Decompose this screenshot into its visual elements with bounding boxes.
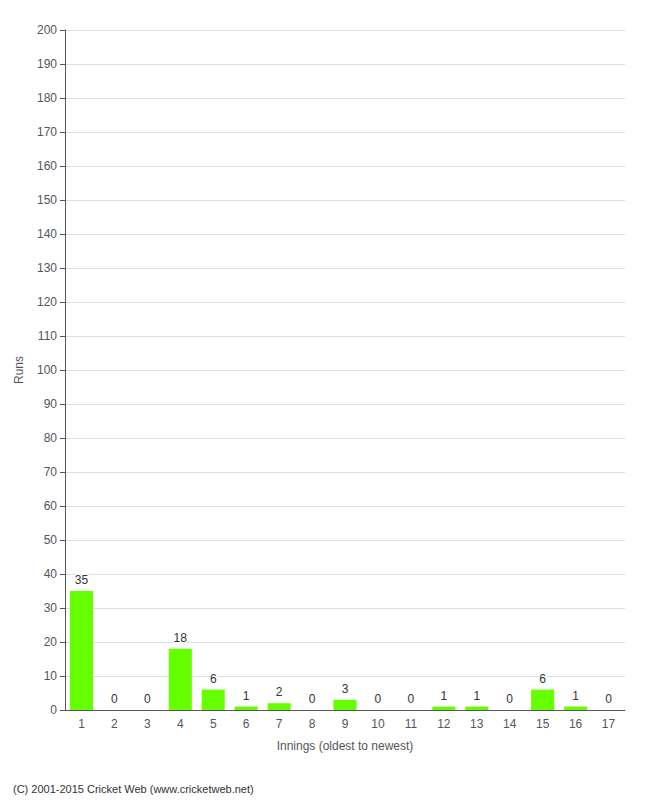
svg-text:14: 14 [503,717,517,731]
svg-text:11: 11 [405,717,418,731]
svg-text:Runs: Runs [12,356,26,384]
svg-text:8: 8 [309,717,316,731]
svg-text:1: 1 [78,717,85,731]
svg-text:170: 170 [37,125,57,139]
svg-text:9: 9 [342,717,349,731]
svg-text:2: 2 [276,685,283,699]
svg-text:1: 1 [243,689,250,703]
svg-text:3: 3 [144,717,151,731]
svg-text:110: 110 [38,329,57,343]
svg-text:16: 16 [569,717,583,731]
svg-text:50: 50 [44,533,58,547]
svg-text:35: 35 [75,573,89,587]
svg-text:6: 6 [210,672,217,686]
svg-text:0: 0 [309,692,316,706]
svg-text:(C) 2001-2015 Cricket Web (www: (C) 2001-2015 Cricket Web (www.cricketwe… [13,783,254,795]
svg-text:20: 20 [44,635,58,649]
svg-text:10: 10 [371,717,385,731]
svg-text:60: 60 [44,499,58,513]
svg-text:40: 40 [44,567,58,581]
svg-text:7: 7 [276,717,283,731]
svg-text:100: 100 [37,363,57,377]
svg-text:15: 15 [536,717,550,731]
svg-text:1: 1 [572,689,579,703]
svg-text:90: 90 [44,397,58,411]
svg-text:Innings (oldest to newest): Innings (oldest to newest) [277,739,414,753]
svg-text:6: 6 [243,717,250,731]
svg-text:3: 3 [342,682,349,696]
svg-text:1: 1 [440,689,447,703]
svg-text:0: 0 [605,692,612,706]
svg-text:17: 17 [602,717,616,731]
svg-text:0: 0 [111,692,118,706]
svg-text:70: 70 [44,465,58,479]
svg-text:1: 1 [473,689,480,703]
svg-text:0: 0 [144,692,151,706]
svg-text:0: 0 [375,692,382,706]
svg-text:160: 160 [37,159,57,173]
svg-text:130: 130 [37,261,57,275]
svg-text:120: 120 [37,295,57,309]
svg-text:10: 10 [44,669,58,683]
svg-text:5: 5 [210,717,217,731]
svg-text:4: 4 [177,717,184,731]
svg-text:30: 30 [44,601,58,615]
svg-text:150: 150 [37,193,57,207]
svg-text:190: 190 [37,57,57,71]
svg-text:180: 180 [37,91,57,105]
svg-text:6: 6 [539,672,546,686]
svg-text:0: 0 [50,703,57,717]
svg-text:0: 0 [408,692,415,706]
svg-text:18: 18 [174,631,188,645]
svg-text:13: 13 [470,717,484,731]
svg-text:140: 140 [37,227,57,241]
svg-text:0: 0 [506,692,513,706]
svg-text:2: 2 [111,717,118,731]
svg-text:12: 12 [437,717,451,731]
svg-text:200: 200 [37,23,57,37]
svg-text:80: 80 [44,431,58,445]
